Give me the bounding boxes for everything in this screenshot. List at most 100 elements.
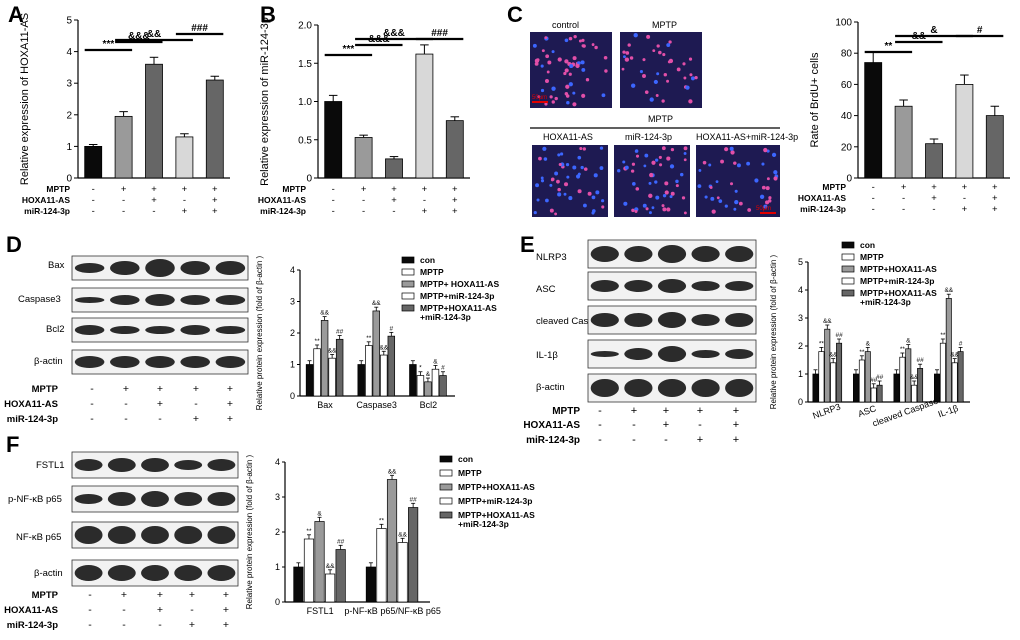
legend-label: MPTP+miR-124-3p [420, 291, 494, 301]
bar [818, 351, 825, 403]
cell-dot [554, 171, 559, 176]
condition-row-label: MPTP [46, 184, 70, 194]
bar [439, 375, 447, 397]
bar [324, 101, 343, 179]
cell-dot [585, 78, 590, 82]
legend-label: MPTP+HOXA11-AS [458, 510, 535, 520]
y-axis-label: Relative expression of HOXA11-AS [19, 13, 31, 185]
condition-sign: - [194, 398, 198, 410]
cell-dot [547, 60, 552, 65]
blot-band [624, 313, 653, 327]
condition-sign: - [152, 206, 155, 217]
cell-dot [543, 157, 548, 161]
bar [397, 542, 408, 603]
cell-dot [540, 64, 544, 68]
y-tick-label: 4 [290, 265, 295, 275]
y-tick-label: 2 [66, 110, 72, 121]
cell-dot [591, 43, 595, 46]
cell-dot [670, 191, 675, 196]
bar [357, 364, 365, 397]
bar [386, 479, 398, 603]
cell-dot [631, 162, 636, 166]
cell-dot [766, 177, 770, 181]
cell-dot [679, 172, 684, 177]
cell-dot [581, 38, 585, 42]
condition-row-label: miR-124-3p [24, 206, 70, 216]
significance-label: & [930, 25, 937, 36]
condition-row-label: MPTP [822, 182, 846, 192]
legend-label: MPTP+ HOXA11-AS [420, 279, 499, 289]
cell-dot [624, 57, 630, 62]
y-tick-label: 0 [275, 597, 280, 607]
panel-label-c: C [507, 2, 523, 27]
bar-annotation: ** [819, 340, 825, 347]
bar [416, 375, 425, 397]
condition-sign: + [931, 193, 937, 204]
cell-dot [566, 175, 570, 179]
cell-dot [682, 62, 686, 66]
condition-sign: - [632, 419, 636, 431]
condition-sign: + [663, 405, 669, 417]
condition-sign: + [361, 184, 367, 195]
cell-dot [577, 189, 582, 194]
cell-dot [551, 50, 555, 54]
condition-sign: - [88, 619, 92, 631]
if-image-mptp [620, 32, 702, 108]
cell-dot [537, 95, 541, 99]
cell-dot [635, 187, 640, 191]
blot-band [74, 356, 105, 368]
cell-dot [683, 146, 688, 151]
blot-band [145, 326, 175, 334]
blot-band [691, 314, 720, 326]
legend-swatch [401, 256, 415, 264]
cell-dot [654, 180, 658, 184]
cell-dot [557, 187, 561, 192]
blot-band [74, 526, 103, 544]
cell-dot [765, 186, 770, 191]
condition-sign: + [992, 193, 998, 204]
condition-sign: - [632, 434, 636, 446]
cell-dot [627, 43, 631, 47]
blot-band [74, 325, 105, 335]
bar [955, 84, 974, 179]
scalebar-label-control: 50μm [532, 95, 547, 101]
cell-dot [644, 90, 649, 94]
legend-label: MPTP [860, 252, 884, 262]
y-axis-label: Relative protein expression (fold of β-a… [769, 254, 778, 409]
cell-dot [563, 182, 569, 187]
bar [945, 298, 952, 403]
condition-row-label: HOXA11-AS [798, 193, 847, 203]
significance-label: *** [103, 39, 115, 50]
condition-sign: - [158, 413, 162, 425]
cell-dot [566, 100, 570, 105]
y-tick-label: 2 [798, 341, 803, 351]
cell-dot [662, 207, 667, 212]
condition-row-label: HOXA11-AS [4, 399, 58, 410]
cell-dot [709, 186, 713, 189]
condition-sign: + [157, 604, 163, 616]
cell-dot [541, 49, 545, 53]
condition-sign: - [932, 204, 935, 215]
bar [853, 373, 859, 403]
cell-dot [661, 204, 665, 208]
category-label: Caspase3 [356, 400, 397, 410]
cell-dot [662, 52, 666, 57]
condition-sign: - [88, 604, 92, 616]
bar-annotation: & [866, 340, 871, 347]
bar-annotation: ## [337, 538, 345, 545]
cell-dot [578, 39, 582, 43]
bar-annotation: && [388, 468, 397, 475]
significance-label: ### [191, 23, 208, 34]
y-tick-label: 4 [66, 47, 72, 58]
condition-sign: - [122, 619, 126, 631]
cell-dot [581, 93, 586, 98]
bar [812, 373, 819, 403]
cell-dot [659, 163, 663, 167]
blot-band [110, 356, 140, 368]
cell-dot [668, 58, 674, 64]
y-tick-label: 1 [798, 369, 803, 379]
cell-dot [572, 102, 577, 107]
condition-sign: + [992, 182, 998, 193]
blot-band [624, 280, 653, 292]
